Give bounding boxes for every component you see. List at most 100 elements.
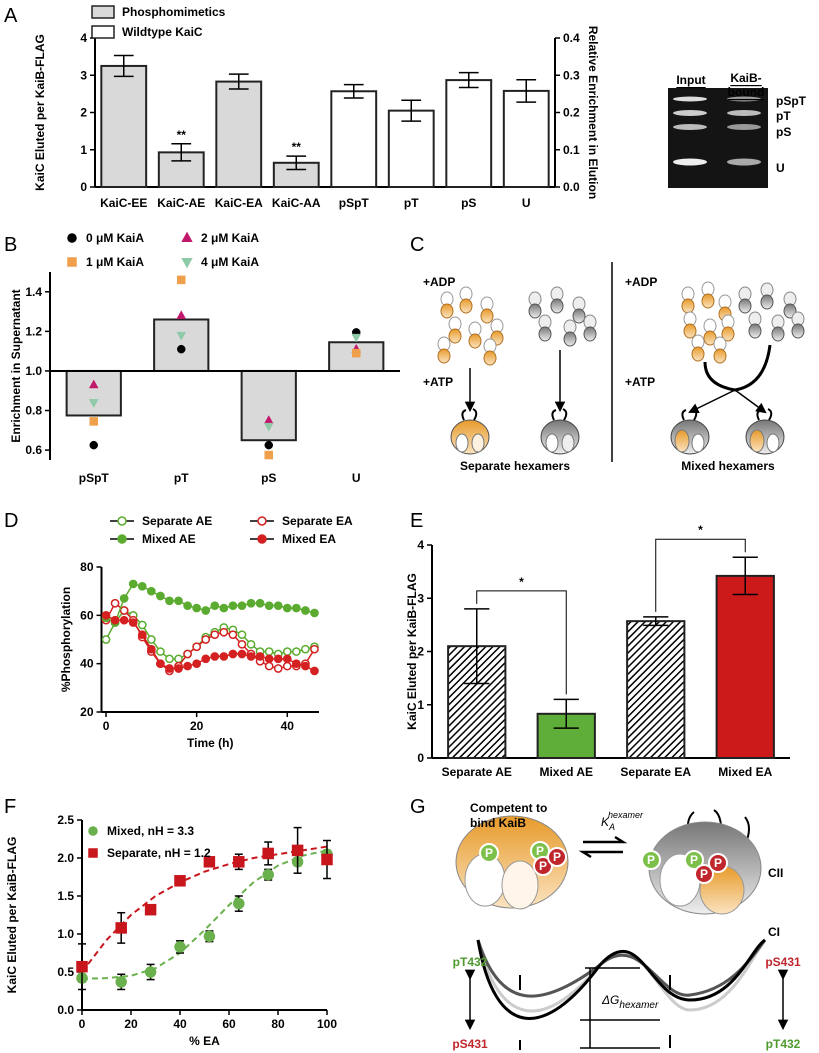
point: [273, 664, 283, 673]
point: [115, 922, 127, 934]
bar: [626, 620, 686, 760]
point: [115, 976, 127, 988]
point: [282, 661, 292, 671]
point: [210, 652, 220, 661]
y-tick-label: 1.5: [57, 889, 74, 903]
point: [237, 601, 247, 611]
point: [128, 618, 138, 627]
point: [192, 642, 202, 652]
phospho-label: P: [539, 859, 547, 873]
y2-tick-label: 0.0: [563, 180, 580, 194]
x-tick-label: KaiC-EA: [215, 196, 263, 210]
bar: [387, 109, 435, 188]
point: [201, 654, 211, 664]
phospho-label: P: [553, 850, 561, 864]
point: [237, 639, 247, 649]
gel-lane-label: KaiB-: [730, 71, 761, 85]
bar: [330, 90, 378, 188]
panel-label: F: [4, 796, 16, 818]
y-axis-label: KaiC Eluted per KaiB-FLAG: [33, 34, 47, 191]
significance-label: *: [698, 523, 703, 537]
point: [282, 603, 292, 613]
point: [228, 630, 238, 640]
y-axis-label: KaiC Eluted per KaiB-FLAG: [405, 573, 419, 730]
y-tick-label: 0.5: [57, 965, 74, 979]
y-tick-label: 3: [417, 591, 424, 605]
caption: bind KaiB: [470, 816, 526, 830]
x-axis-label: Time (h): [187, 736, 233, 750]
caption: Separate hexamers: [460, 459, 570, 473]
point: [219, 652, 229, 661]
phospho-label: P: [536, 844, 544, 858]
panel-label: C: [410, 234, 424, 256]
point: [137, 630, 147, 640]
phospho-label: P: [690, 853, 698, 867]
symbol: K: [601, 815, 610, 829]
point: [291, 647, 301, 656]
point: [291, 844, 304, 857]
point: [351, 333, 362, 343]
point: [176, 310, 187, 319]
point: [183, 601, 192, 611]
y2-tick-label: 0.1: [563, 143, 580, 157]
panel-label: G: [410, 796, 426, 818]
x-tick-label: 100: [317, 1017, 337, 1031]
y-tick-label: 2.5: [57, 813, 74, 827]
point: [101, 610, 111, 620]
point: [237, 630, 247, 640]
legend-label: Phosphomimetics: [122, 5, 226, 19]
point: [246, 652, 256, 661]
point: [263, 422, 274, 432]
point: [310, 666, 319, 676]
caption: Mixed hexamers: [681, 459, 775, 473]
state-label: pS431: [765, 955, 801, 969]
x-axis-label: % EA: [189, 1034, 220, 1048]
x-tick-label: U: [522, 196, 531, 210]
y-axis-label: %Phosphorylation: [59, 587, 73, 692]
y2-tick-label: 0.3: [563, 68, 580, 82]
legend-swatch: [91, 25, 115, 39]
point: [156, 647, 165, 656]
point: [183, 649, 192, 659]
x-tick-label: Mixed AE: [539, 765, 593, 779]
y2-axis-label: Relative Enrichment in Elution: [586, 26, 600, 199]
y-axis-label: KaiC Eluted per KaiB-FLAG: [5, 837, 19, 994]
point: [110, 615, 120, 625]
bar: [445, 79, 493, 188]
condition-label: +ADP: [625, 275, 657, 289]
state-label: pS431: [452, 1037, 488, 1051]
x-tick-label: 0: [103, 719, 110, 733]
x-tick-label: KaiC-AA: [272, 196, 321, 210]
x-tick-label: pS: [461, 196, 476, 210]
y-tick-label: 0.0: [57, 1003, 74, 1017]
condition-label: +ATP: [423, 375, 453, 389]
legend-marker: [257, 516, 267, 526]
point: [291, 603, 301, 613]
x-tick-label: 40: [281, 719, 295, 733]
point: [233, 897, 245, 910]
phospho-label: P: [485, 846, 493, 860]
point: [156, 659, 165, 669]
x-tick-label: pS: [261, 471, 276, 485]
legend-marker: [257, 534, 267, 544]
point: [88, 399, 99, 408]
point: [119, 606, 129, 615]
condition-label: +ADP: [423, 275, 455, 289]
fit-curve: [81, 849, 328, 980]
point: [183, 661, 192, 671]
x-tick-label: Mixed EA: [718, 765, 772, 779]
point: [264, 661, 274, 671]
point: [110, 598, 120, 608]
x-tick-label: pT: [404, 196, 419, 210]
point: [165, 596, 174, 606]
point: [119, 594, 129, 603]
point: [146, 586, 156, 596]
x-tick-label: pT: [174, 471, 189, 485]
gel-band-label: U: [776, 161, 785, 175]
x-tick-label: Separate AE: [442, 765, 512, 779]
point: [255, 652, 265, 661]
point: [174, 941, 186, 953]
bar: [715, 574, 775, 760]
y-tick-label: 60: [80, 608, 94, 622]
point: [174, 654, 183, 664]
